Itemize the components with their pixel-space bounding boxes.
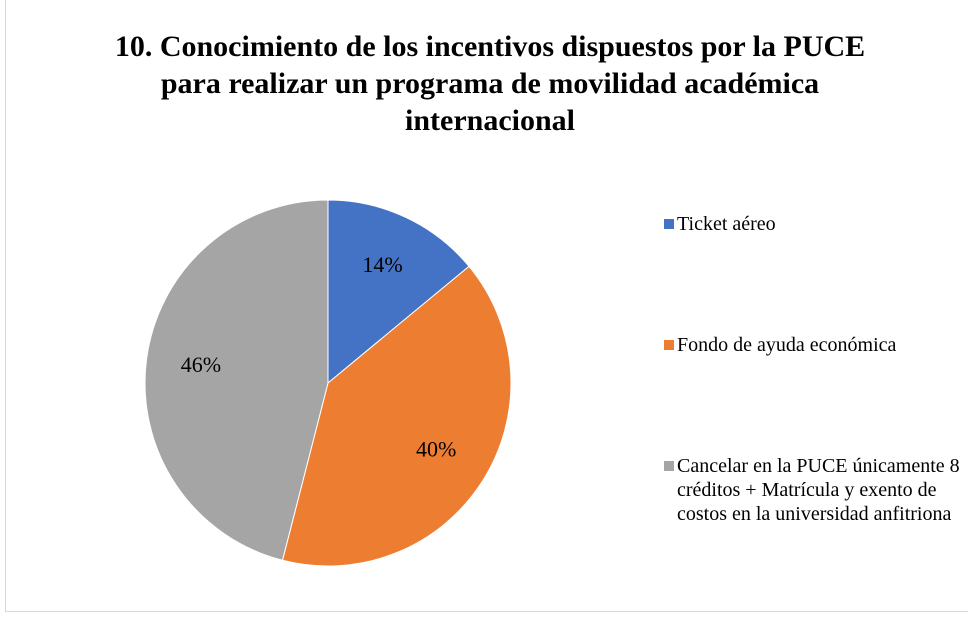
pie-slice — [327, 199, 470, 385]
legend-label: Ticket aéreo — [677, 213, 776, 235]
legend-swatch — [664, 461, 674, 471]
pie-slice — [144, 199, 329, 561]
legend-label: Cancelar en la PUCE únicamente 8 crédito… — [677, 455, 960, 525]
legend-swatch — [664, 219, 674, 229]
data-label: 14% — [362, 252, 402, 277]
chart-frame — [5, 0, 968, 612]
legend-label: Fondo de ayuda económica — [677, 334, 897, 356]
chart-title: 10. Conocimiento de los incentivos dispu… — [114, 30, 866, 137]
pie-slice — [281, 265, 512, 567]
data-label: 40% — [416, 437, 456, 462]
legend-entry: Cancelar en la PUCE únicamente 8 crédito… — [664, 454, 960, 526]
data-label: 46% — [181, 352, 221, 377]
legend-entry: Fondo de ayuda económica — [664, 333, 960, 357]
legend-swatch — [664, 340, 674, 350]
legend-entry: Ticket aéreo — [664, 212, 960, 236]
